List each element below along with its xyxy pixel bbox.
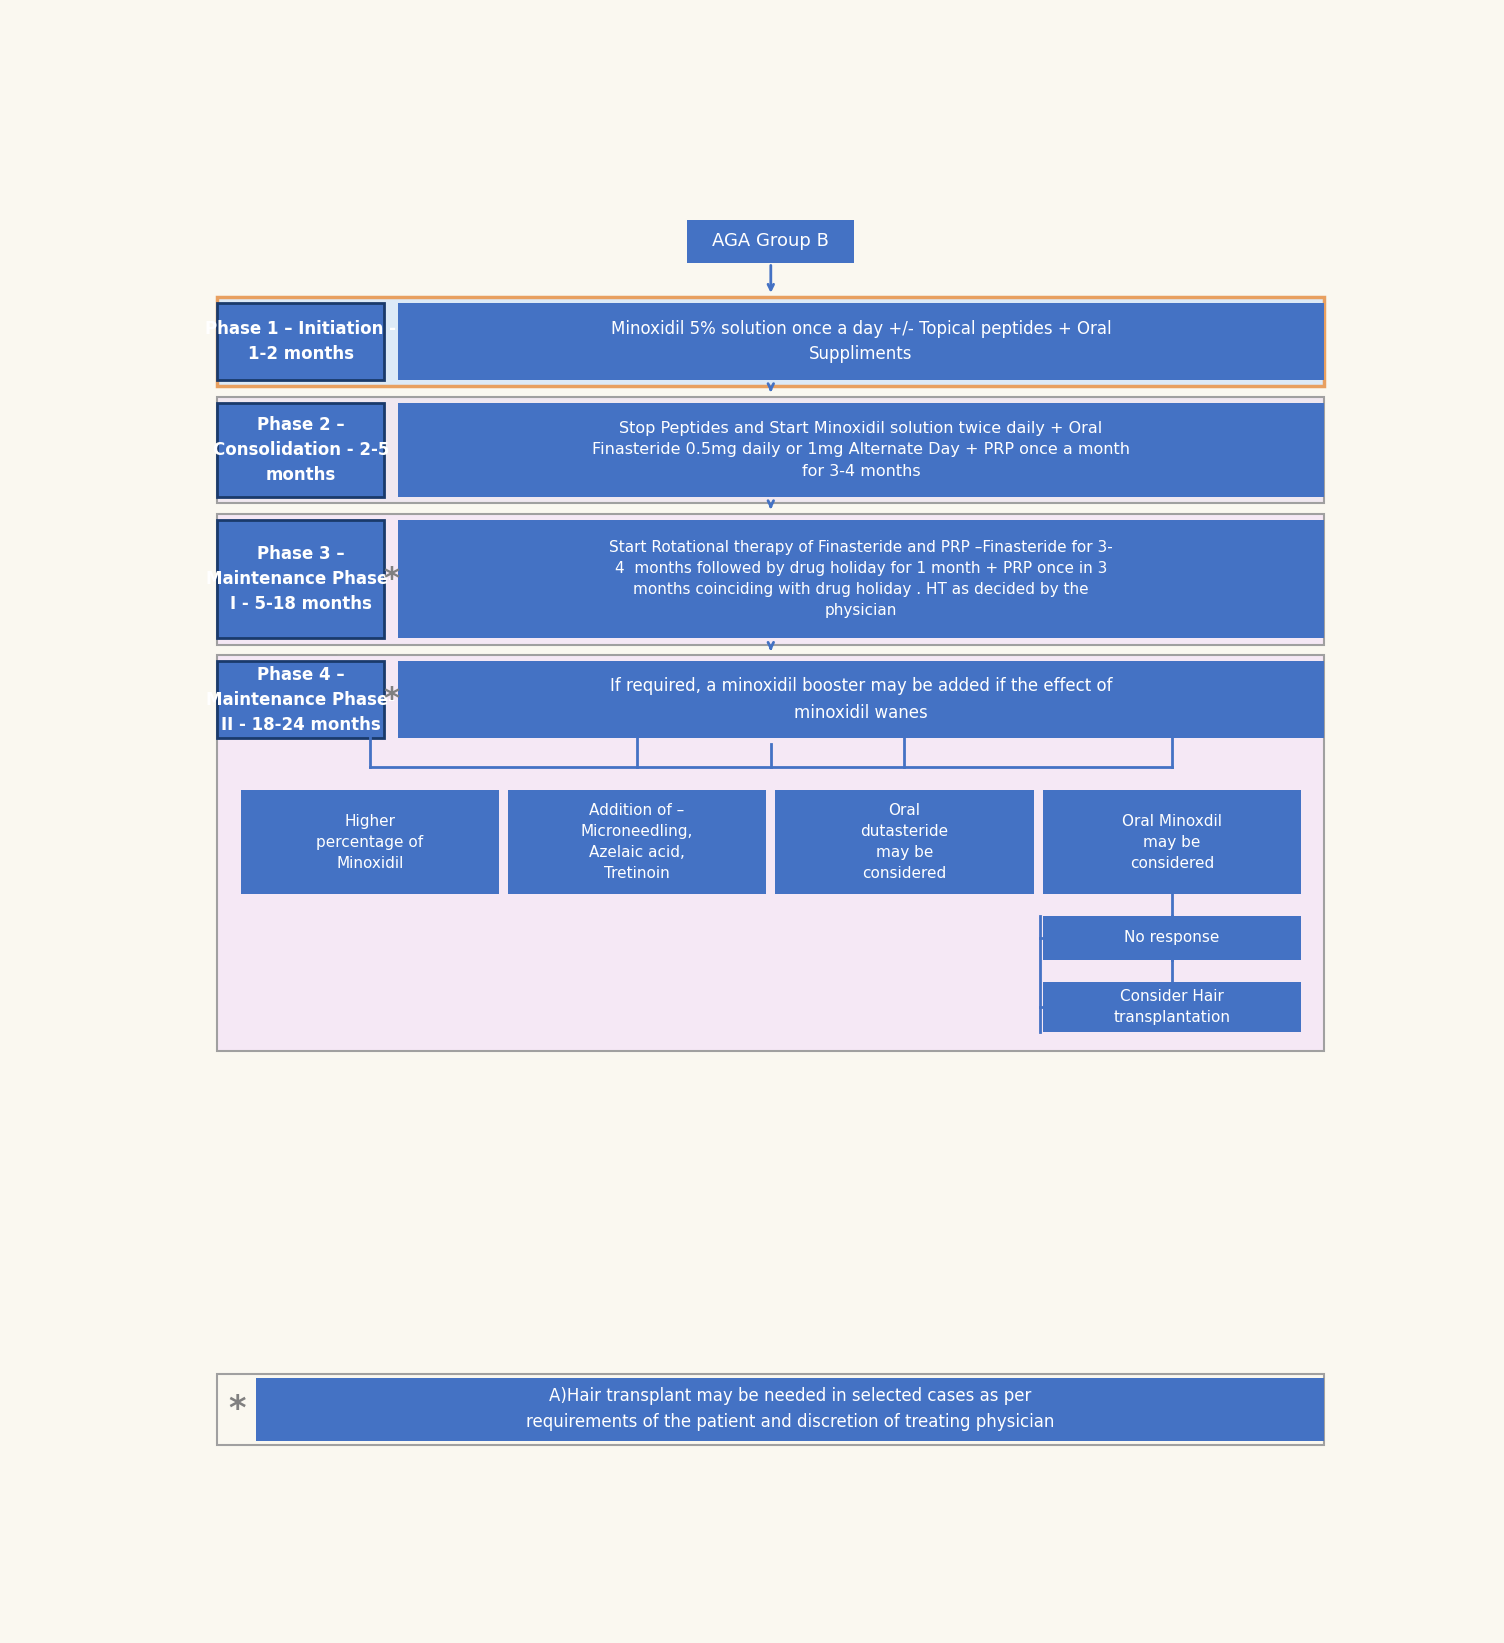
Bar bbox=[218, 396, 1324, 503]
Text: *: * bbox=[384, 565, 399, 593]
Text: Oral Minoxdil
may be
considered: Oral Minoxdil may be considered bbox=[1122, 813, 1221, 871]
Text: Addition of –
Microneedling,
Azelaic acid,
Tretinoin: Addition of – Microneedling, Azelaic aci… bbox=[581, 803, 693, 881]
Bar bbox=[1042, 790, 1301, 894]
Bar bbox=[256, 1377, 1324, 1441]
Text: *: * bbox=[229, 1393, 245, 1426]
Bar bbox=[399, 403, 1324, 496]
Bar bbox=[776, 790, 1033, 894]
Text: A)Hair transplant may be needed in selected cases as per
requirements of the pat: A)Hair transplant may be needed in selec… bbox=[526, 1387, 1054, 1431]
Text: AGA Group B: AGA Group B bbox=[713, 232, 829, 250]
Bar bbox=[1042, 915, 1301, 960]
Bar bbox=[218, 662, 384, 738]
Bar bbox=[399, 662, 1324, 738]
Bar bbox=[508, 790, 766, 894]
Text: No response: No response bbox=[1123, 930, 1220, 945]
Bar bbox=[241, 790, 499, 894]
Bar bbox=[218, 656, 1324, 1052]
Text: Phase 2 –
Consolidation - 2-5
months: Phase 2 – Consolidation - 2-5 months bbox=[212, 416, 390, 483]
Text: Minoxidil 5% solution once a day +/- Topical peptides + Oral
Suppliments: Minoxidil 5% solution once a day +/- Top… bbox=[611, 320, 1111, 363]
Text: *: * bbox=[384, 685, 399, 715]
Bar bbox=[399, 304, 1324, 380]
Bar bbox=[218, 304, 384, 380]
Text: Oral
dutasteride
may be
considered: Oral dutasteride may be considered bbox=[860, 803, 949, 881]
Bar bbox=[218, 519, 384, 639]
Bar bbox=[218, 514, 1324, 644]
Bar bbox=[218, 1374, 1324, 1444]
Bar bbox=[1042, 983, 1301, 1032]
Bar bbox=[399, 519, 1324, 639]
Text: Phase 4 –
Maintenance Phase-
II - 18-24 months: Phase 4 – Maintenance Phase- II - 18-24 … bbox=[206, 665, 396, 733]
Bar bbox=[218, 297, 1324, 386]
Text: Higher
percentage of
Minoxidil: Higher percentage of Minoxidil bbox=[316, 813, 423, 871]
Text: Start Rotational therapy of Finasteride and PRP –Finasteride for 3-
4  months fo: Start Rotational therapy of Finasteride … bbox=[609, 541, 1113, 618]
Text: Consider Hair
transplantation: Consider Hair transplantation bbox=[1113, 989, 1230, 1025]
Bar bbox=[218, 403, 384, 496]
Text: Phase 1 – Initiation -
1-2 months: Phase 1 – Initiation - 1-2 months bbox=[205, 320, 396, 363]
Text: If required, a minoxidil booster may be added if the effect of
minoxidil wanes: If required, a minoxidil booster may be … bbox=[609, 677, 1113, 721]
Bar bbox=[687, 220, 854, 263]
Text: Phase 3 –
Maintenance Phase-
I - 5-18 months: Phase 3 – Maintenance Phase- I - 5-18 mo… bbox=[206, 545, 396, 613]
Text: Stop Peptides and Start Minoxidil solution twice daily + Oral
Finasteride 0.5mg : Stop Peptides and Start Minoxidil soluti… bbox=[593, 421, 1130, 478]
